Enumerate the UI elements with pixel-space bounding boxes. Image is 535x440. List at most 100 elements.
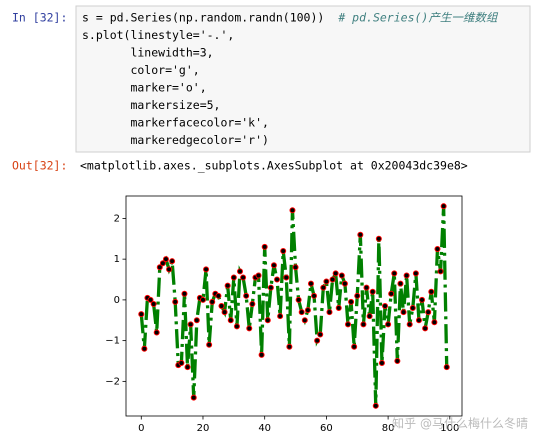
marker <box>141 345 148 352</box>
marker <box>323 278 330 285</box>
output-text: <matplotlib.axes._subplots.AxesSubplot a… <box>80 159 468 173</box>
input-prompt: In [32]: <box>12 11 67 25</box>
marker <box>187 321 194 328</box>
marker <box>304 307 311 314</box>
marker <box>311 292 318 299</box>
y-tick-label: −2 <box>105 376 120 387</box>
x-tick-label: 0 <box>138 423 144 434</box>
y-tick-label: 2 <box>114 213 120 224</box>
x-tick-label: 20 <box>197 423 210 434</box>
y-tick-label: 1 <box>114 254 120 265</box>
marker <box>366 313 373 320</box>
code-line: markerfacecolor='k', <box>82 116 269 130</box>
code-cell[interactable] <box>75 5 531 153</box>
marker <box>172 298 179 305</box>
marker <box>169 258 176 265</box>
marker <box>372 402 379 409</box>
marker <box>434 245 441 252</box>
marker <box>344 321 351 328</box>
marker <box>153 329 160 336</box>
code-line: s.plot(linestyle='-.', <box>82 28 234 42</box>
marker <box>388 290 395 297</box>
marker <box>258 351 265 358</box>
marker <box>351 343 358 350</box>
marker <box>301 317 308 324</box>
marker <box>378 360 385 367</box>
marker <box>385 321 392 328</box>
watermark: 知乎 @马什么梅什么冬晴 <box>392 416 528 431</box>
marker <box>400 309 407 316</box>
marker <box>249 300 256 307</box>
marker <box>428 288 435 295</box>
marker <box>403 272 410 279</box>
code-line: linewidth=3, <box>82 46 214 60</box>
marker <box>354 292 361 299</box>
marker <box>286 343 293 350</box>
marker <box>320 284 327 291</box>
marker <box>150 300 157 307</box>
marker <box>397 280 404 287</box>
marker <box>237 268 244 275</box>
y-tick-label: 0 <box>114 295 120 306</box>
marker <box>162 256 169 263</box>
marker <box>178 360 185 367</box>
x-tick-label: 60 <box>320 423 333 434</box>
x-tick-label: 100 <box>440 423 459 434</box>
marker <box>255 272 262 279</box>
marker <box>412 270 419 277</box>
marker <box>307 280 314 287</box>
marker <box>292 264 299 271</box>
marker <box>270 262 277 269</box>
code-line: color='g', <box>82 63 200 77</box>
marker <box>283 274 290 281</box>
marker <box>261 243 268 250</box>
marker <box>147 296 154 303</box>
marker <box>184 364 191 371</box>
marker <box>243 292 250 299</box>
marker <box>431 319 438 326</box>
marker <box>415 317 422 324</box>
marker <box>138 311 145 318</box>
marker <box>267 284 274 291</box>
marker <box>224 282 231 289</box>
marker <box>329 276 336 283</box>
marker <box>199 296 206 303</box>
marker <box>246 325 253 332</box>
marker <box>227 317 234 324</box>
marker <box>360 321 367 328</box>
marker <box>218 303 225 309</box>
marker <box>203 266 210 273</box>
marker <box>419 296 426 303</box>
code-line: markersize=5, <box>82 98 220 112</box>
marker <box>193 317 200 324</box>
marker <box>289 207 296 214</box>
marker <box>357 231 364 238</box>
x-tick-label: 40 <box>258 423 271 434</box>
marker <box>233 323 240 330</box>
marker <box>332 270 339 277</box>
marker <box>317 331 324 338</box>
marker <box>295 296 302 303</box>
marker <box>156 264 163 271</box>
code-comment: # pd.Series()产生一维数组 <box>337 11 499 25</box>
marker <box>181 290 188 297</box>
marker <box>425 309 432 316</box>
marker <box>382 303 389 309</box>
marker <box>443 364 450 371</box>
y-tick-label: −1 <box>105 336 120 347</box>
marker <box>406 321 413 328</box>
marker <box>348 298 355 305</box>
marker <box>190 394 197 401</box>
marker <box>230 274 237 281</box>
marker <box>209 298 216 305</box>
marker <box>440 203 447 210</box>
x-tick-label: 80 <box>382 423 395 434</box>
marker <box>437 268 444 275</box>
marker <box>264 317 271 324</box>
marker <box>215 292 222 299</box>
marker <box>363 284 370 291</box>
marker <box>159 260 166 267</box>
code-line: s = pd.Series(np.random.randn(100)) <box>82 11 324 25</box>
marker <box>206 341 213 348</box>
code-line: marker='o', <box>82 81 207 95</box>
